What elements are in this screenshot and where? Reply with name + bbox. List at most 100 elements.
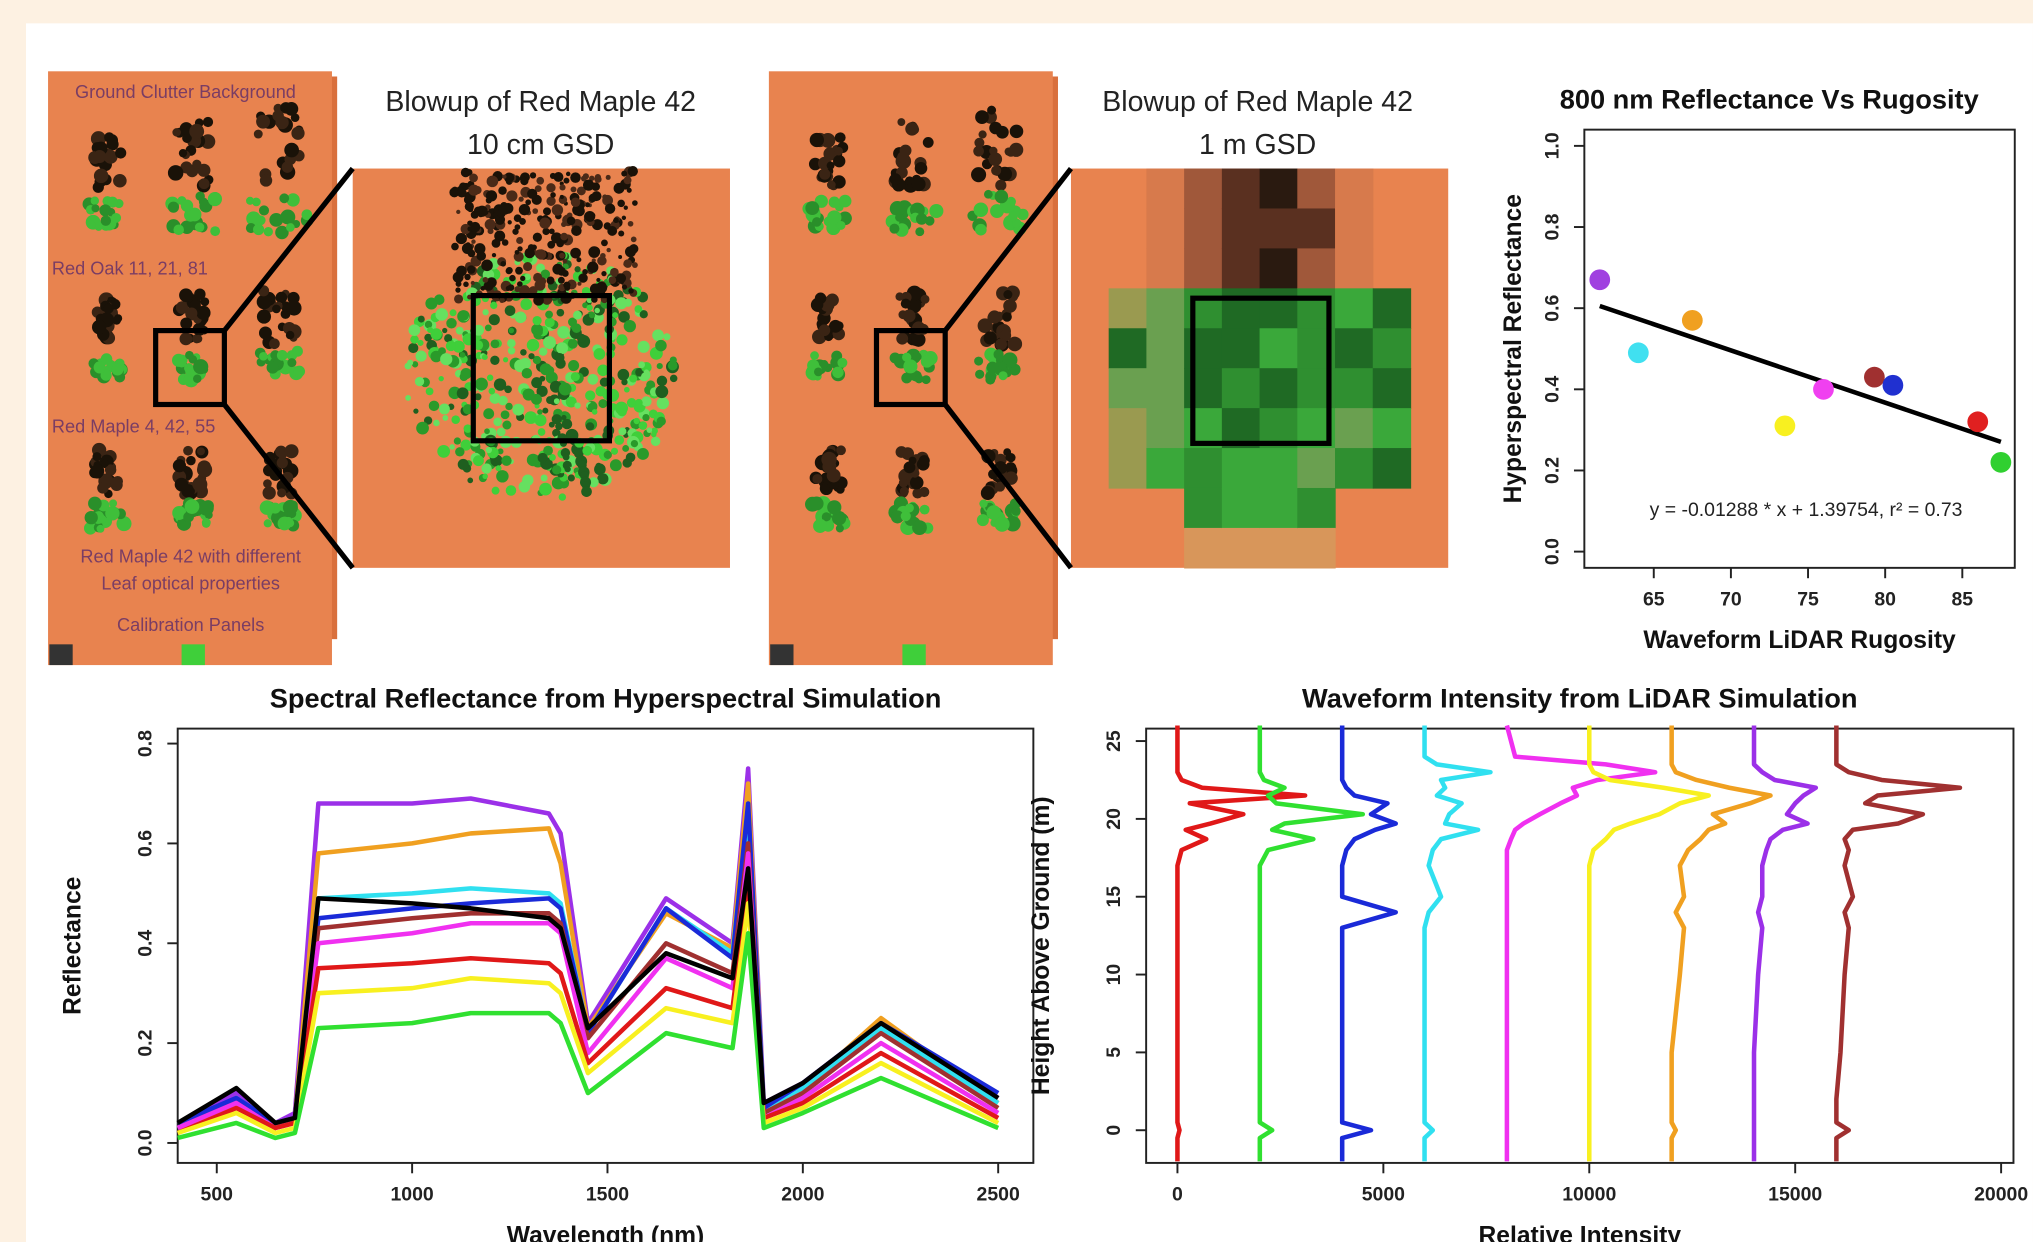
blowup-canopy xyxy=(535,249,547,260)
tree-leaves xyxy=(99,204,112,217)
blowup-leaves xyxy=(456,387,469,400)
blowup-leaves xyxy=(445,340,457,352)
tree-canopy xyxy=(284,444,299,459)
blowup-canopy xyxy=(565,171,571,177)
tree-leaves xyxy=(287,509,297,519)
blowup-canopy xyxy=(587,261,599,273)
tree-canopy xyxy=(277,488,287,498)
blowup-canopy xyxy=(520,275,526,282)
tree-leaves xyxy=(88,496,102,511)
blowup-canopy xyxy=(613,217,619,224)
blowup-pixel xyxy=(1372,408,1412,449)
tree-leaves xyxy=(1008,211,1018,222)
series-line xyxy=(1751,725,1819,1162)
blowup-leaves xyxy=(567,338,578,349)
tree-canopy xyxy=(995,481,1006,492)
blowup-canopy xyxy=(534,185,542,193)
blowup-canopy xyxy=(571,225,582,236)
blowup-pixel xyxy=(1146,328,1185,369)
tree-leaves xyxy=(287,358,297,368)
blowup-leaves xyxy=(410,335,419,344)
calibration-panel xyxy=(49,644,73,666)
tree-leaves xyxy=(276,349,288,361)
blowup-leaves xyxy=(482,473,488,480)
blowup-leaves xyxy=(430,328,442,340)
blowup-canopy xyxy=(491,252,497,258)
tree-leaves xyxy=(890,510,904,524)
tree-leaves xyxy=(193,359,209,375)
blowup-pixel xyxy=(1221,448,1261,489)
tree-leaves xyxy=(171,353,186,367)
blowup-pixel xyxy=(1335,328,1374,369)
tree-leaves xyxy=(994,189,1009,204)
blowup-leaves xyxy=(646,427,653,433)
blowup-canopy xyxy=(517,246,523,252)
blowup-pixel xyxy=(1259,288,1298,329)
blowup-leaves xyxy=(514,311,527,324)
blowup-leaves xyxy=(561,414,567,421)
data-point xyxy=(1589,269,1611,291)
blowup-leaves xyxy=(614,435,625,445)
blowup-leaves xyxy=(568,360,580,372)
blowup-canopy xyxy=(525,199,532,206)
blowup-leaves xyxy=(442,415,449,421)
tree-leaves xyxy=(280,209,296,225)
tree-leaves xyxy=(259,351,268,361)
tree-canopy xyxy=(995,338,1008,351)
tree-canopy xyxy=(1003,299,1017,313)
blowup-leaves xyxy=(610,447,619,455)
blowup-pixel xyxy=(1335,368,1374,409)
blowup-leaves xyxy=(483,408,495,420)
tree-canopy xyxy=(991,165,1002,176)
blowup-leaves xyxy=(520,298,533,311)
blowup-canopy xyxy=(613,182,625,194)
blowup-canopy xyxy=(630,236,637,243)
tree-leaves xyxy=(914,374,924,384)
blowup-leaves xyxy=(656,396,669,410)
blowup-canopy xyxy=(516,236,524,245)
blowup-leaves xyxy=(597,473,609,485)
tree-canopy xyxy=(180,317,193,330)
blowup-resolution: 10 cm GSD xyxy=(467,129,614,161)
blowup-canopy xyxy=(466,265,476,274)
blowup-canopy xyxy=(610,267,619,277)
blowup-leaves xyxy=(589,312,595,319)
tree-canopy xyxy=(104,132,115,143)
scene-label: Red Maple 42 with different xyxy=(80,546,301,566)
tree-canopy xyxy=(902,309,916,323)
blowup-canopy xyxy=(626,187,632,193)
blowup-canopy xyxy=(456,265,467,277)
blowup-leaves xyxy=(437,445,451,458)
blowup-canopy xyxy=(551,232,563,244)
tree-canopy xyxy=(192,476,208,492)
tree-leaves xyxy=(194,222,205,232)
blowup-leaves xyxy=(457,458,469,470)
blowup-canopy xyxy=(570,172,581,183)
tree-canopy xyxy=(1007,336,1023,352)
tree-leaves xyxy=(998,371,1008,381)
tree-canopy xyxy=(899,144,912,157)
blowup-canopy xyxy=(494,230,506,242)
tree-canopy xyxy=(811,298,824,311)
tree-canopy xyxy=(988,152,1003,166)
blowup-canopy xyxy=(502,174,507,179)
tree-canopy xyxy=(828,319,842,333)
tree-canopy xyxy=(272,304,281,314)
tree-leaves xyxy=(832,366,844,379)
tree-canopy xyxy=(987,105,997,115)
blowup-leaves xyxy=(503,357,509,363)
blowup-canopy xyxy=(578,273,588,283)
blowup-pixel xyxy=(1259,168,1298,210)
blowup-leaves xyxy=(438,375,444,382)
blowup-pixel xyxy=(1184,328,1223,369)
blowup-canopy xyxy=(518,196,524,202)
blowup-pixel xyxy=(1335,208,1374,250)
tree-leaves xyxy=(263,227,273,237)
x-tick-label: 85 xyxy=(1952,588,1974,610)
blowup-leaves xyxy=(442,327,448,334)
x-tick-label: 80 xyxy=(1874,588,1896,610)
blowup-leaves xyxy=(458,310,469,321)
blowup-canopy xyxy=(537,277,547,286)
blowup-pixel xyxy=(1146,408,1185,449)
tree-leaves xyxy=(821,512,831,522)
